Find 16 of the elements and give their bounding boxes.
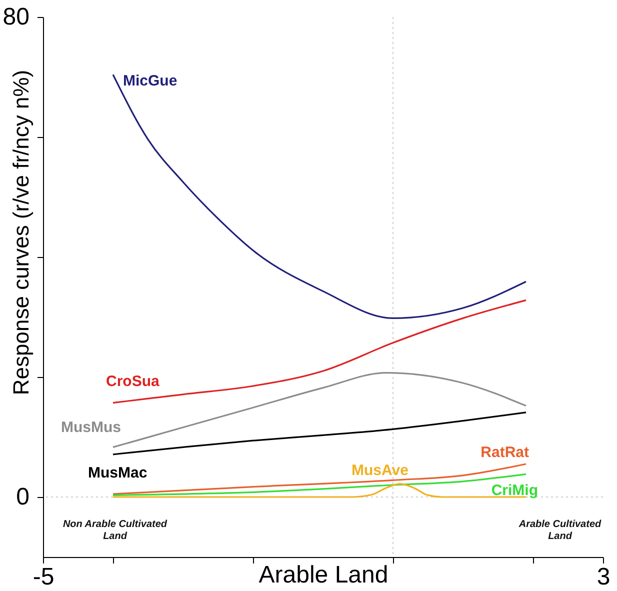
x-tick-label: -5 [32,564,54,590]
series-label: CroSua [106,372,160,390]
series-label: RatRat [480,444,529,461]
y-axis-title: Response curves (r/ve fr/ncy n%) [8,70,34,396]
annotation: Arable Cultivated Land [518,519,602,542]
series-label: CriMig [491,482,538,500]
series-label: MusMus [61,419,121,436]
y-tick-label: 80 [2,4,30,30]
line-series [112,74,527,319]
annotation: Non Arable Cultivated Land [62,519,168,542]
x-tick-label: 3 [596,564,610,590]
series-label: MicGue [123,72,178,90]
series-label: MusMac [88,464,148,482]
y-tick-label: 0 [16,484,30,510]
x-axis-title: Arable Land [258,562,388,588]
series-label: MusAve [352,462,408,479]
